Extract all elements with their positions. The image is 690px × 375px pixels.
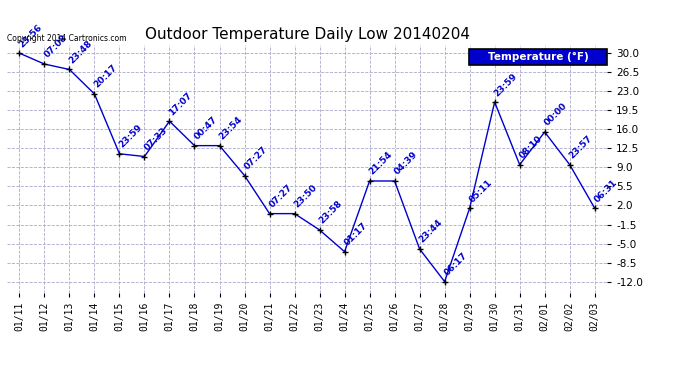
Text: 08:10: 08:10 xyxy=(518,134,544,160)
Text: Copyright 2014 Cartronics.com: Copyright 2014 Cartronics.com xyxy=(7,33,126,42)
Text: 20:17: 20:17 xyxy=(92,63,119,90)
Text: 23:44: 23:44 xyxy=(417,218,444,245)
Text: 04:39: 04:39 xyxy=(393,150,419,177)
Text: 00:00: 00:00 xyxy=(542,102,569,128)
FancyBboxPatch shape xyxy=(469,49,607,65)
Text: 05:11: 05:11 xyxy=(467,177,494,204)
Text: 17:07: 17:07 xyxy=(167,90,194,117)
Text: 23:50: 23:50 xyxy=(293,183,319,210)
Text: 21:54: 21:54 xyxy=(367,150,394,177)
Text: 23:58: 23:58 xyxy=(317,199,344,226)
Text: 06:31: 06:31 xyxy=(593,177,619,204)
Text: 07:27: 07:27 xyxy=(267,183,294,210)
Text: Temperature (°F): Temperature (°F) xyxy=(488,52,589,62)
Text: 23:57: 23:57 xyxy=(567,134,594,160)
Text: 07:33: 07:33 xyxy=(142,126,169,152)
Text: 23:48: 23:48 xyxy=(67,39,94,65)
Text: 07:27: 07:27 xyxy=(242,145,269,171)
Text: 23:56: 23:56 xyxy=(17,22,43,49)
Title: Outdoor Temperature Daily Low 20140204: Outdoor Temperature Daily Low 20140204 xyxy=(144,27,470,42)
Text: 07:08: 07:08 xyxy=(42,33,69,60)
Text: 23:54: 23:54 xyxy=(217,115,244,141)
Text: 23:59: 23:59 xyxy=(117,123,144,150)
Text: 00:47: 00:47 xyxy=(193,115,219,141)
Text: 23:59: 23:59 xyxy=(493,71,519,98)
Text: 06:17: 06:17 xyxy=(442,251,469,278)
Text: 01:17: 01:17 xyxy=(342,221,369,248)
